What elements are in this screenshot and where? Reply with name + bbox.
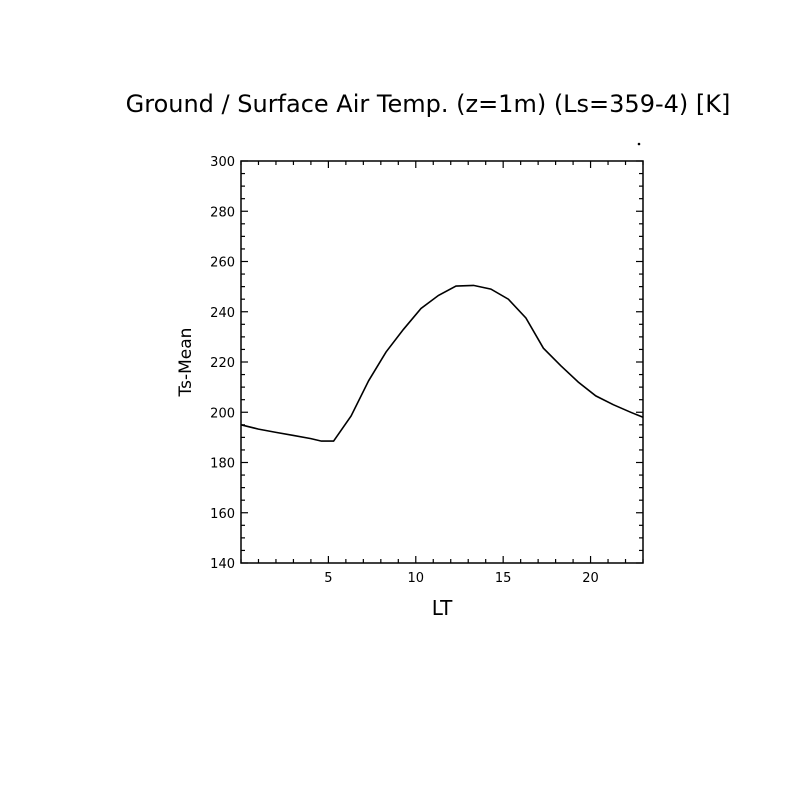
y-tick-label: 260 bbox=[210, 256, 235, 271]
y-tick-label: 160 bbox=[210, 507, 235, 522]
corner-dot bbox=[637, 142, 641, 146]
x-tick-label: 15 bbox=[495, 571, 512, 586]
y-tick-label: 180 bbox=[210, 457, 235, 472]
y-tick-label: 140 bbox=[210, 557, 235, 572]
chart-title: Ground / Surface Air Temp. (z=1m) (Ls=35… bbox=[126, 90, 731, 118]
y-tick-label: 280 bbox=[210, 205, 235, 220]
y-tick-label: 300 bbox=[210, 155, 235, 170]
x-axis-label: LT bbox=[432, 596, 453, 620]
y-tick-label: 220 bbox=[210, 356, 235, 371]
series-line bbox=[240, 284, 644, 442]
x-tick-label: 5 bbox=[324, 571, 332, 586]
axis-ticks bbox=[240, 160, 644, 564]
x-tick-label: 10 bbox=[408, 571, 425, 586]
y-axis-label: Ts-Mean bbox=[176, 328, 196, 398]
tick-labels: 140 160 180 200 220 240 260 280 300 5 10 15 20 bbox=[210, 155, 599, 586]
plot-frame bbox=[240, 160, 644, 564]
y-tick-label: 240 bbox=[210, 306, 235, 321]
x-tick-label: 20 bbox=[582, 571, 599, 586]
y-tick-label: 200 bbox=[210, 406, 235, 421]
